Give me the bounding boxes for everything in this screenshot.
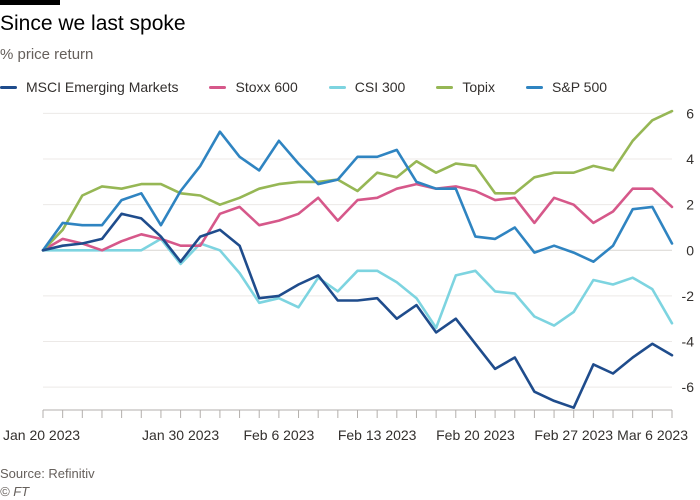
y-tick-label: 6 <box>686 105 694 121</box>
legend-swatch <box>0 85 17 89</box>
legend-swatch <box>328 85 346 89</box>
legend-label: S&P 500 <box>552 79 608 95</box>
chart-subtitle: % price return <box>0 46 94 63</box>
chart-legend: MSCI Emerging Markets Stoxx 600 CSI 300 Top… <box>0 77 638 97</box>
legend-label: MSCI Emerging Markets <box>26 79 179 95</box>
legend-label: Stoxx 600 <box>235 79 298 95</box>
legend-swatch <box>436 85 454 89</box>
series-line-s-p-500 <box>41 130 674 263</box>
x-tick-label: Jan 20 2023 <box>3 427 80 443</box>
x-tick-label: Feb 6 2023 <box>243 427 314 443</box>
y-tick-label: 4 <box>686 151 694 167</box>
legend-item: Topix <box>436 79 495 95</box>
legend-label: Topix <box>462 79 496 95</box>
series-line-stoxx-600 <box>41 182 674 252</box>
legend-item: MSCI Emerging Markets <box>0 79 178 95</box>
source-note: Source: Refinitiv <box>0 466 95 481</box>
series-line-topix <box>41 109 674 252</box>
series-line-csi-300 <box>41 237 674 330</box>
x-tick-label: Feb 13 2023 <box>338 427 417 443</box>
x-tick-label: Feb 27 2023 <box>534 427 613 443</box>
legend-label: CSI 300 <box>354 79 406 95</box>
chart-title: Since we last spoke <box>0 12 186 35</box>
series-line-msci-emerging-markets <box>41 212 674 409</box>
y-tick-label: -6 <box>682 379 695 395</box>
y-tick-label: -4 <box>682 334 695 350</box>
x-tick-label: Jan 30 2023 <box>142 427 219 443</box>
legend-item: CSI 300 <box>328 79 406 95</box>
x-tick-label: Feb 20 2023 <box>436 427 515 443</box>
line-chart: 6 4 2 0 -2 -4 -6 Jan 20 2023 Jan 30 2023 Feb 6 20… <box>3 105 694 443</box>
y-tick-label: -2 <box>682 288 695 304</box>
legend-item: Stoxx 600 <box>209 79 298 95</box>
y-tick-label: 0 <box>686 242 694 258</box>
series-layer <box>41 109 674 409</box>
legend-item: S&P 500 <box>526 79 607 95</box>
y-tick-label: 2 <box>686 197 694 213</box>
x-tick-label: Mar 6 2023 <box>617 427 688 443</box>
credit-note: © FT <box>0 484 30 499</box>
brand-bar <box>0 0 60 5</box>
legend-swatch <box>209 85 227 89</box>
legend-swatch <box>526 85 544 89</box>
axis-layer: 6 4 2 0 -2 -4 -6 Jan 20 2023 Jan 30 2023 Feb 6 20… <box>3 105 694 443</box>
